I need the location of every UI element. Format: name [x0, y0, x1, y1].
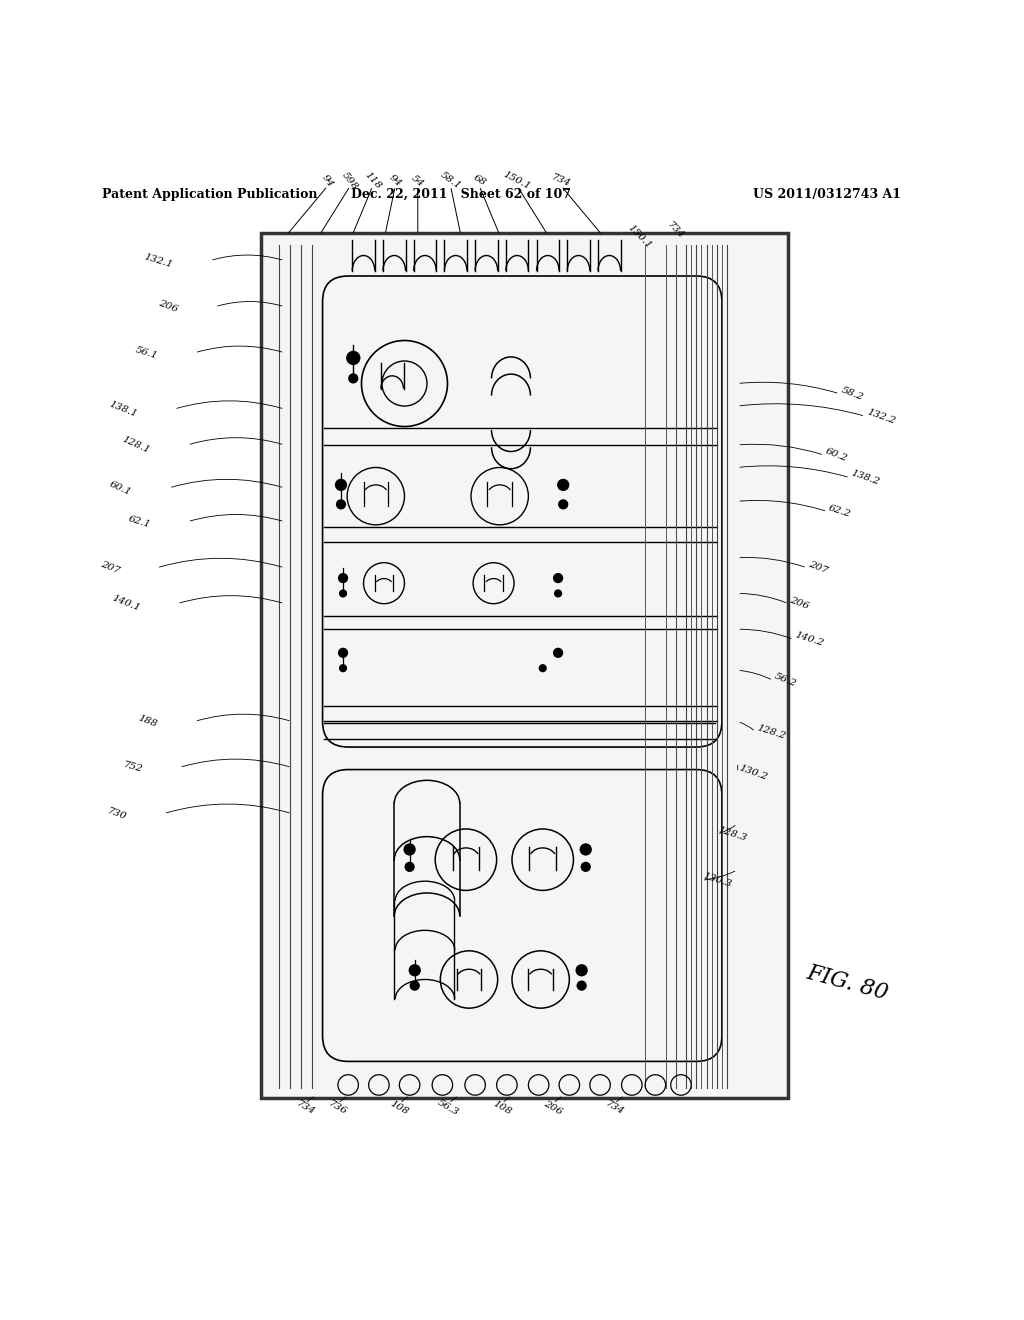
- Text: 140.2: 140.2: [794, 631, 824, 648]
- Circle shape: [348, 374, 358, 384]
- Text: 54: 54: [410, 173, 426, 189]
- Text: 128.1: 128.1: [121, 436, 152, 454]
- Text: 94: 94: [321, 173, 335, 189]
- Text: 130.3: 130.3: [701, 871, 732, 890]
- Circle shape: [554, 589, 562, 598]
- Circle shape: [346, 351, 360, 366]
- Text: 188: 188: [137, 714, 159, 729]
- Text: Patent Application Publication: Patent Application Publication: [102, 187, 317, 201]
- Text: 138.1: 138.1: [108, 400, 138, 418]
- Circle shape: [553, 648, 563, 657]
- Text: 138.2: 138.2: [850, 467, 881, 487]
- Text: 62.2: 62.2: [827, 503, 852, 520]
- Text: 58.1: 58.1: [438, 170, 463, 191]
- Text: 108: 108: [490, 1098, 513, 1117]
- Circle shape: [404, 862, 415, 873]
- Text: 734: 734: [603, 1098, 626, 1117]
- Circle shape: [575, 964, 588, 977]
- Text: 132.2: 132.2: [865, 408, 896, 425]
- Circle shape: [558, 499, 568, 510]
- Text: 108: 108: [388, 1098, 411, 1117]
- Circle shape: [557, 479, 569, 491]
- Text: 150.1: 150.1: [502, 170, 532, 191]
- Text: 94: 94: [387, 173, 403, 189]
- Circle shape: [580, 843, 592, 855]
- Circle shape: [581, 862, 591, 873]
- Text: 56.2: 56.2: [773, 672, 798, 689]
- Circle shape: [539, 664, 547, 672]
- Text: 206: 206: [158, 300, 179, 314]
- Text: 56.1: 56.1: [134, 345, 159, 360]
- Text: 206: 206: [542, 1098, 564, 1117]
- Text: 56.3: 56.3: [436, 1098, 461, 1117]
- Text: FIG. 80: FIG. 80: [804, 961, 891, 1005]
- Circle shape: [339, 664, 347, 672]
- Circle shape: [577, 981, 587, 991]
- Text: 132.1: 132.1: [143, 252, 174, 269]
- Text: 734: 734: [294, 1098, 316, 1117]
- Circle shape: [336, 499, 346, 510]
- Text: 60.2: 60.2: [824, 446, 849, 463]
- Text: 730: 730: [106, 805, 128, 821]
- Text: 128.2: 128.2: [756, 722, 786, 741]
- Text: Dec. 22, 2011   Sheet 62 of 107: Dec. 22, 2011 Sheet 62 of 107: [351, 187, 570, 201]
- Circle shape: [409, 964, 421, 977]
- Text: 206: 206: [788, 597, 810, 611]
- Text: 128.3: 128.3: [717, 825, 748, 843]
- Circle shape: [553, 573, 563, 583]
- Circle shape: [410, 981, 420, 991]
- Circle shape: [339, 589, 347, 598]
- Text: 150.1: 150.1: [627, 223, 653, 251]
- Bar: [261, 234, 788, 1098]
- Text: 752: 752: [122, 759, 143, 776]
- Text: 207: 207: [807, 560, 828, 576]
- Circle shape: [335, 479, 347, 491]
- Text: 736: 736: [327, 1098, 349, 1117]
- Text: 68: 68: [471, 173, 487, 187]
- Text: 734: 734: [550, 173, 572, 189]
- Circle shape: [338, 648, 348, 657]
- Text: 130.2: 130.2: [737, 763, 768, 783]
- Text: 140.1: 140.1: [111, 595, 141, 612]
- Text: US 2011/0312743 A1: US 2011/0312743 A1: [753, 187, 901, 201]
- Text: 118: 118: [362, 170, 383, 191]
- Text: 207: 207: [99, 561, 121, 576]
- Text: 62.1: 62.1: [127, 513, 152, 531]
- Circle shape: [403, 843, 416, 855]
- Text: 734: 734: [666, 219, 686, 240]
- Circle shape: [338, 573, 348, 583]
- Text: 598: 598: [340, 170, 360, 191]
- Text: 58.2: 58.2: [840, 385, 864, 403]
- Text: 60.1: 60.1: [109, 479, 133, 496]
